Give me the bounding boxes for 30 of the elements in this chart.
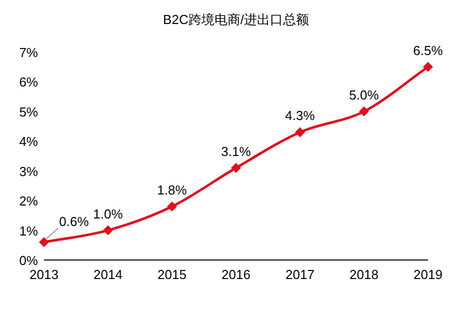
y-tick-label: 2% <box>19 194 38 209</box>
data-label: 6.5% <box>413 42 444 58</box>
point <box>167 202 177 212</box>
data-label: 3.1% <box>221 144 252 159</box>
y-tick-label: 0% <box>19 253 38 268</box>
y-tick-label: 1% <box>19 223 38 238</box>
y-tick-label: 5% <box>19 104 38 120</box>
point <box>103 225 113 236</box>
y-tick-label: 6% <box>19 74 38 90</box>
x-tick-label: 2017 <box>286 267 314 282</box>
point <box>423 62 433 72</box>
point <box>359 106 369 116</box>
point <box>39 237 49 248</box>
point <box>231 162 241 173</box>
x-tick-label: 2019 <box>414 267 442 282</box>
point <box>295 127 305 138</box>
data-label: 4.3% <box>285 108 316 124</box>
data-label: 1.0% <box>93 206 124 222</box>
x-tick-label: 2018 <box>350 267 378 282</box>
data-label: 5.0% <box>349 87 380 102</box>
x-tick-label: 2016 <box>222 267 250 282</box>
y-tick-label: 4% <box>19 134 38 150</box>
title: B2C跨境电商/进出口总额 <box>163 12 309 27</box>
y-tick-label: 3% <box>19 164 38 179</box>
x-tick-label: 2013 <box>30 267 58 282</box>
data-label: 0.6% <box>59 214 90 230</box>
data-label: 1.8% <box>157 182 188 198</box>
x-tick-label: 2015 <box>158 267 186 282</box>
y-tick-label: 7% <box>19 45 38 60</box>
x-tick-label: 2014 <box>94 267 122 282</box>
